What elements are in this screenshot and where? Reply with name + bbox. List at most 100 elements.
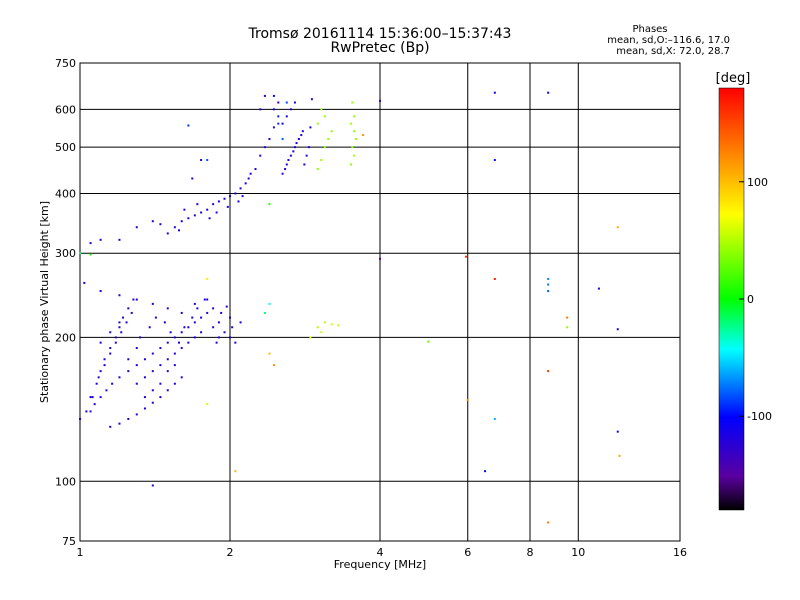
data-point xyxy=(493,417,496,420)
data-point xyxy=(97,376,100,379)
colorbar-tick-label: 0 xyxy=(747,293,754,306)
stats-title: Phases xyxy=(632,24,668,35)
data-point xyxy=(285,115,288,118)
data-point xyxy=(212,203,215,206)
data-point xyxy=(268,138,271,141)
data-point xyxy=(493,91,496,94)
data-point xyxy=(241,195,244,198)
data-point xyxy=(309,336,312,339)
data-point xyxy=(127,370,130,373)
y-tick-label: 75 xyxy=(62,535,76,548)
data-point xyxy=(79,252,81,255)
data-point xyxy=(547,91,550,94)
data-point xyxy=(135,226,138,229)
data-point xyxy=(217,321,220,324)
data-point xyxy=(85,410,88,413)
data-point xyxy=(300,134,303,137)
data-point xyxy=(618,454,621,457)
data-point xyxy=(277,122,280,125)
data-point xyxy=(120,331,123,334)
data-point xyxy=(220,311,223,314)
data-point xyxy=(263,146,266,149)
data-point xyxy=(151,484,154,487)
data-point xyxy=(350,163,353,166)
data-point xyxy=(223,331,226,334)
data-point xyxy=(484,470,487,473)
data-point xyxy=(239,321,242,324)
data-point xyxy=(105,389,108,392)
data-point xyxy=(295,142,298,145)
x-tick-label: 16 xyxy=(673,546,687,559)
data-point xyxy=(323,115,326,118)
data-point xyxy=(193,336,196,339)
y-tick-label: 300 xyxy=(55,247,76,260)
data-point xyxy=(93,403,96,406)
data-point xyxy=(316,122,319,125)
data-point xyxy=(566,326,569,329)
data-point xyxy=(83,281,86,284)
data-point xyxy=(183,208,186,211)
data-point xyxy=(263,311,266,314)
data-points xyxy=(79,91,621,524)
data-point xyxy=(187,217,190,220)
data-point xyxy=(208,217,211,220)
data-point xyxy=(234,470,237,473)
data-point xyxy=(272,364,275,367)
data-point xyxy=(114,341,117,344)
data-point xyxy=(166,389,169,392)
data-point xyxy=(263,94,266,97)
data-point xyxy=(237,200,240,203)
data-point xyxy=(91,396,94,399)
data-point xyxy=(231,326,234,329)
data-point xyxy=(169,331,172,334)
data-point xyxy=(217,336,220,339)
data-point xyxy=(229,336,231,339)
data-point xyxy=(109,352,112,355)
plot-frame xyxy=(79,62,681,542)
data-point xyxy=(127,358,130,361)
data-point xyxy=(217,200,220,203)
data-point xyxy=(320,331,323,334)
x-tick-label: 2 xyxy=(227,546,234,559)
data-point xyxy=(99,396,102,399)
data-point xyxy=(289,154,292,157)
data-point xyxy=(200,316,203,319)
x-tick-label: 6 xyxy=(464,546,471,559)
data-point xyxy=(130,311,133,314)
data-point xyxy=(173,336,176,339)
data-point xyxy=(303,163,306,166)
data-point xyxy=(166,341,169,344)
data-point xyxy=(320,108,323,111)
data-point xyxy=(239,187,242,190)
y-axis: 75 100 200 300 400 500 600 750 xyxy=(55,57,76,548)
stats-x-mode: mean, sd,X: 72.0, 28.7 xyxy=(616,46,730,57)
data-point xyxy=(109,347,112,350)
data-point xyxy=(118,238,121,241)
data-point xyxy=(196,203,199,206)
data-point xyxy=(215,211,218,214)
data-point xyxy=(163,321,166,324)
data-point xyxy=(151,302,154,305)
data-point xyxy=(292,150,295,153)
data-point xyxy=(99,290,102,293)
data-point xyxy=(323,146,326,149)
data-point xyxy=(254,168,257,171)
x-tick-label: 4 xyxy=(377,546,384,559)
data-point xyxy=(180,347,183,350)
data-point xyxy=(191,177,194,180)
grid xyxy=(80,63,680,541)
data-point xyxy=(320,159,323,162)
data-point xyxy=(353,154,356,157)
data-point xyxy=(132,298,135,301)
data-point xyxy=(159,396,162,399)
data-point xyxy=(547,290,550,293)
x-tick-label: 1 xyxy=(77,546,84,559)
data-point xyxy=(89,410,92,413)
data-point xyxy=(193,214,196,217)
data-point xyxy=(547,277,550,280)
data-point xyxy=(206,298,209,301)
data-point xyxy=(351,101,354,104)
data-point xyxy=(226,205,229,208)
data-point xyxy=(616,328,619,331)
